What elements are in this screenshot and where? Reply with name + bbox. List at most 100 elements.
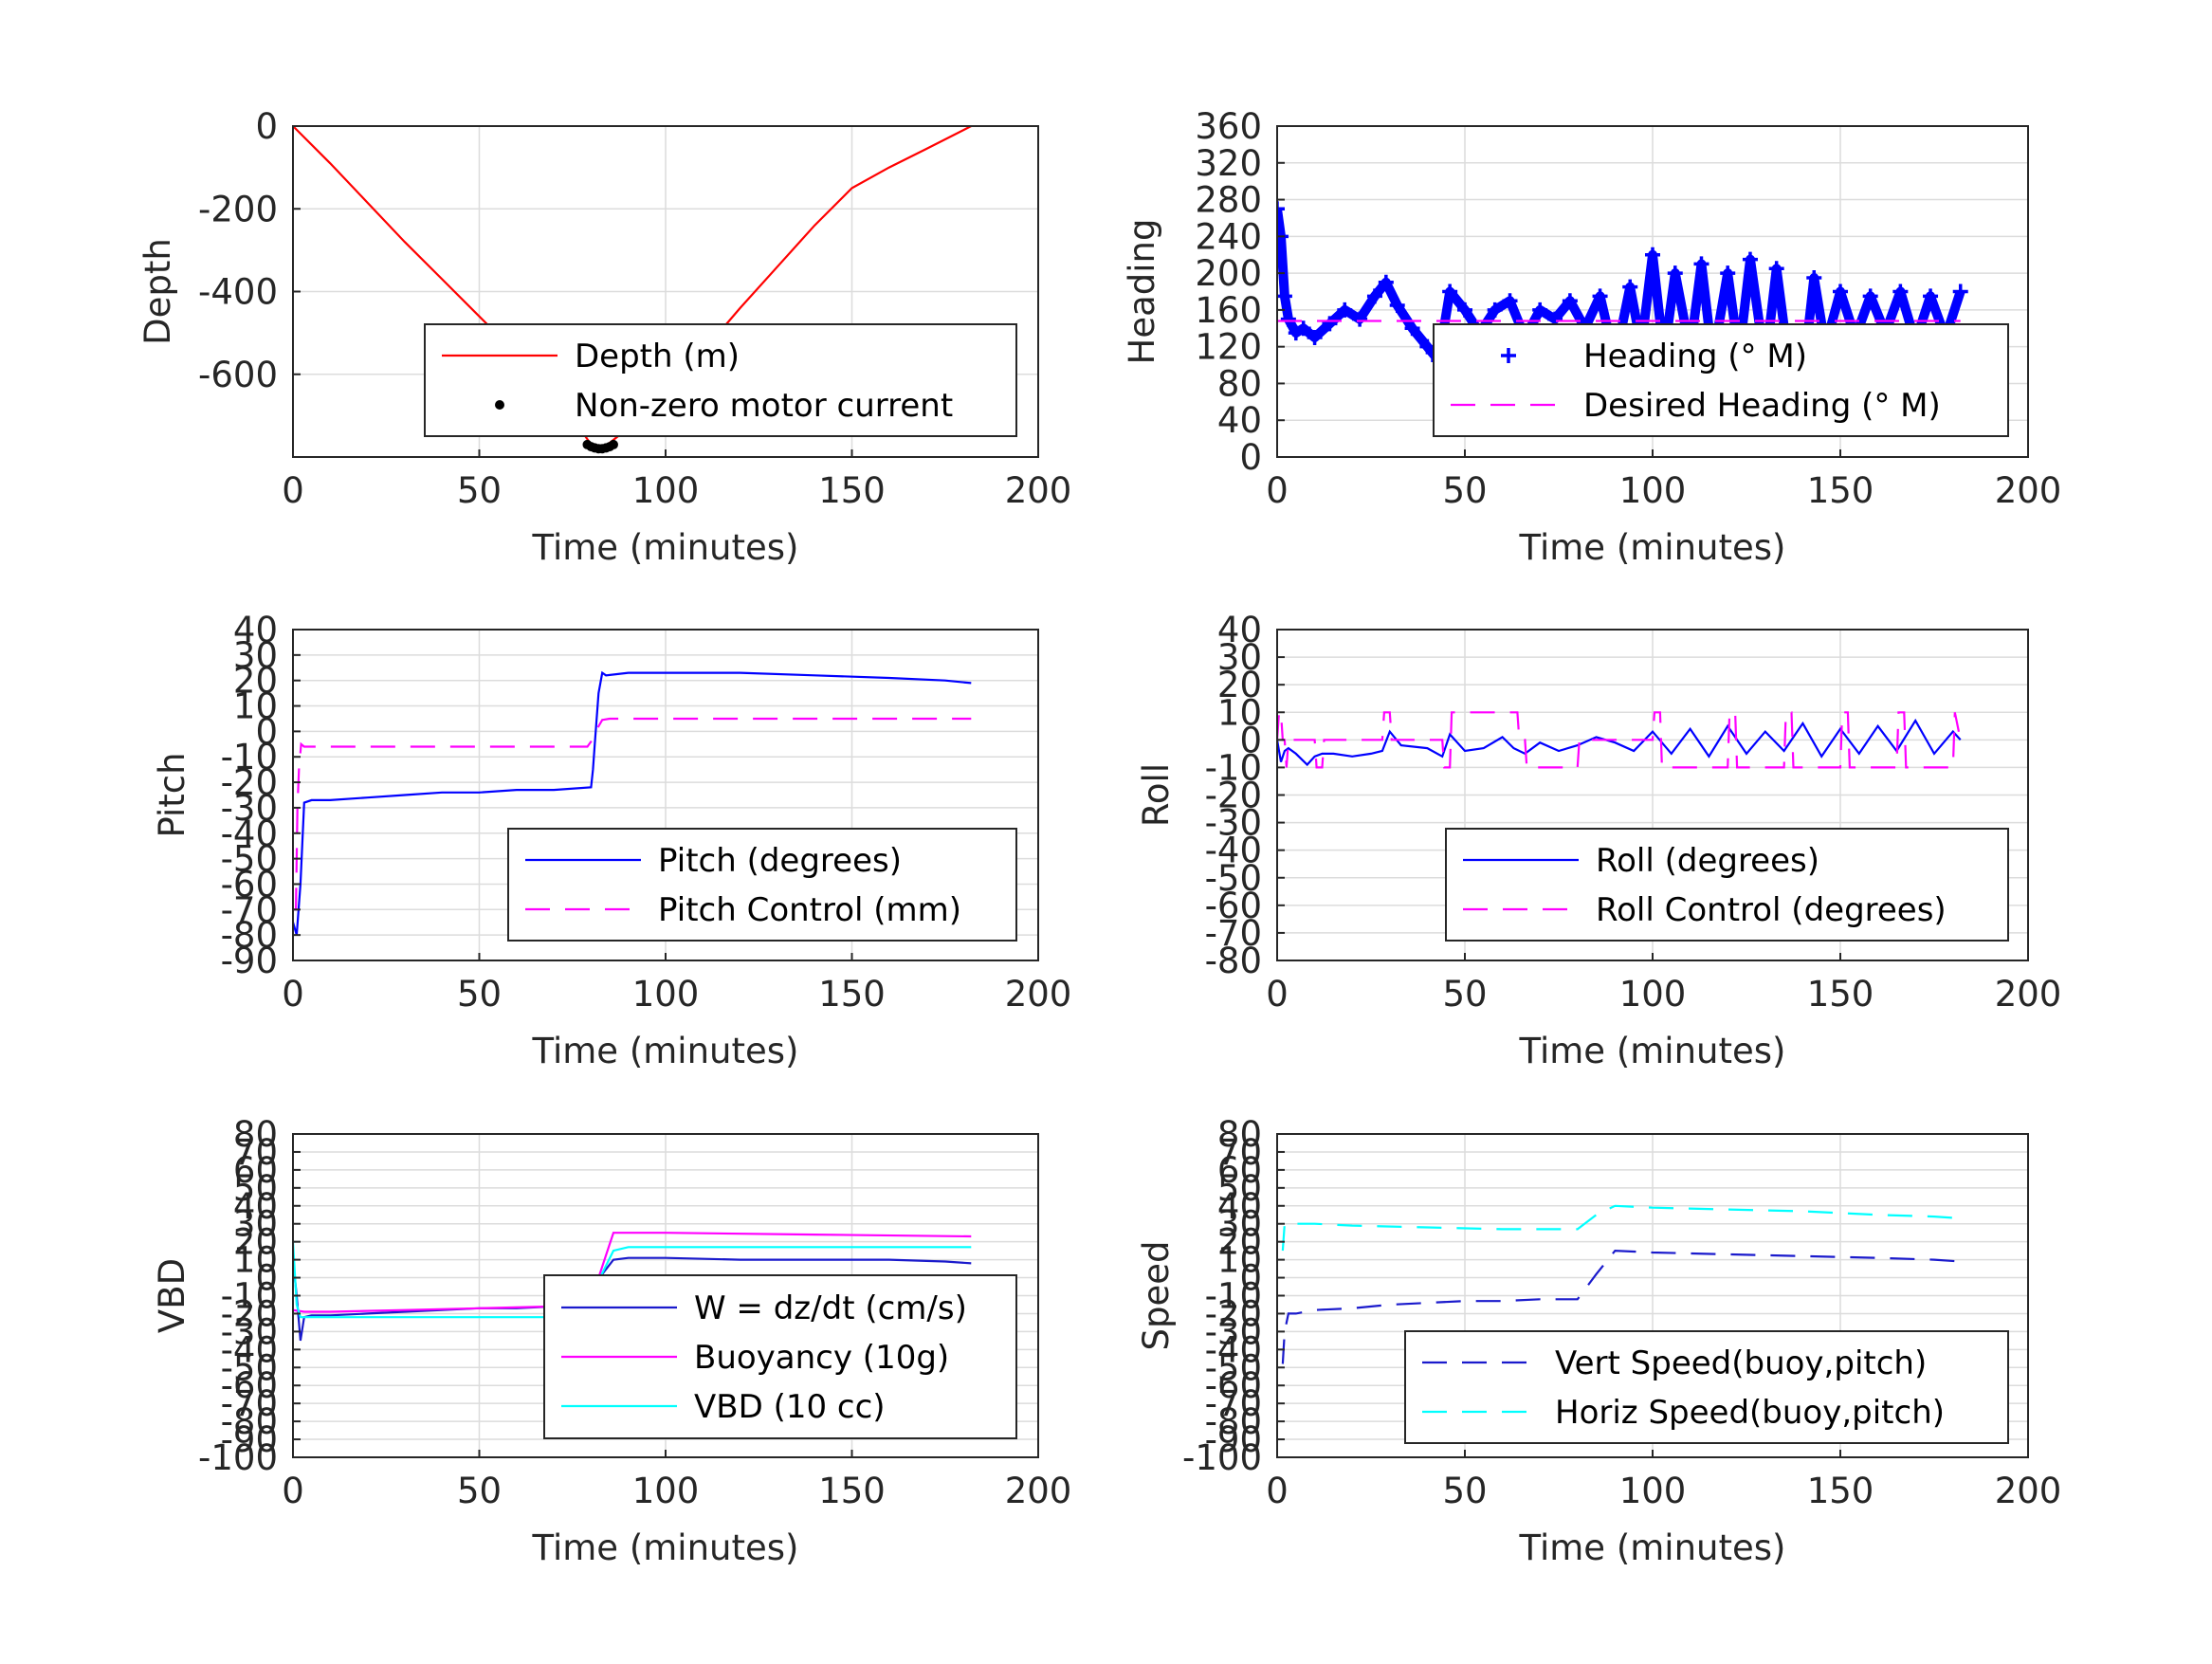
vbd-ytick-label: 0 <box>255 1258 278 1299</box>
speed-ytick-label: -50 <box>1205 1347 1262 1388</box>
depth-ytick-label: -200 <box>198 189 278 229</box>
speed-xtick-label: 0 <box>1266 1471 1289 1511</box>
vbd-series-2-line <box>293 1241 972 1319</box>
vbd-ytick-label: -70 <box>221 1383 278 1424</box>
heading-xlabel: Time (minutes) <box>1519 527 1786 568</box>
speed-ytick-label: 50 <box>1217 1168 1262 1209</box>
pitch-xtick-label: 200 <box>1005 974 1072 1015</box>
vbd-xtick-label: 150 <box>818 1471 886 1511</box>
pitch-ylabel: Pitch <box>152 752 192 837</box>
heading-ytick-label: 280 <box>1195 180 1262 221</box>
pitch-ytick-label: 20 <box>233 661 278 702</box>
roll-ytick-label: 20 <box>1217 665 1262 705</box>
depth-xlabel: Time (minutes) <box>532 527 799 568</box>
roll-legend: Roll (degrees) Roll Control (degrees) <box>1445 828 2009 942</box>
pitch-xtick-label: 150 <box>818 974 886 1015</box>
vbd-ytick-label: -50 <box>221 1347 278 1388</box>
roll-xtick-label: 50 <box>1442 974 1487 1015</box>
vbd-xtick-label: 0 <box>282 1471 304 1511</box>
speed-series-1-line <box>1281 1204 1961 1252</box>
depth-ytick-label: -600 <box>198 355 278 395</box>
depth-xtick-label: 100 <box>632 470 700 511</box>
speed-ytick-label: -100 <box>1182 1437 1262 1478</box>
depth-xtick-label: 200 <box>1005 470 1072 511</box>
roll-plot-area <box>1277 711 1962 769</box>
vbd-ytick-label: 50 <box>233 1168 278 1209</box>
depth-ylabel: Depth <box>137 238 178 345</box>
roll-legend-label: Roll Control (degrees) <box>1596 891 1947 929</box>
roll-panel: 0 50 100 150 200-80-70-60-50-40-30-20-100102… <box>1136 610 2061 1071</box>
roll-xtick-label: 150 <box>1807 974 1874 1015</box>
depth-legend-swatch <box>495 400 504 410</box>
vbd-ytick-label: 10 <box>233 1240 278 1281</box>
vbd-ytick-label: -90 <box>221 1419 278 1460</box>
speed-ytick-label: -80 <box>1205 1401 1262 1442</box>
speed-legend-label: Horiz Speed(buoy,pitch) <box>1555 1394 1945 1432</box>
speed-legend-box <box>1404 1330 2009 1444</box>
heading-xtick-label: 0 <box>1266 470 1289 511</box>
roll-xlabel: Time (minutes) <box>1519 1031 1786 1071</box>
pitch-xtick-label: 0 <box>282 974 304 1015</box>
pitch-ytick-label: 0 <box>255 711 278 752</box>
roll-legend-box <box>1445 828 2009 942</box>
speed-ytick-label: -60 <box>1205 1365 1262 1406</box>
heading-legend-label: Desired Heading (° M) <box>1583 387 1941 425</box>
heading-legend-box <box>1433 323 2009 437</box>
speed-ytick-label: -70 <box>1205 1383 1262 1424</box>
vbd-ytick-label: 40 <box>233 1186 278 1227</box>
pitch-legend: Pitch (degrees) Pitch Control (mm) <box>507 828 1017 942</box>
heading-xtick-label: 100 <box>1619 470 1687 511</box>
pitch-ytick-label: -30 <box>221 788 278 829</box>
speed-ytick-label: 60 <box>1217 1150 1262 1191</box>
speed-xtick-label: 50 <box>1442 1471 1487 1511</box>
depth-plot-area <box>293 125 972 454</box>
roll-legend-label: Roll (degrees) <box>1596 842 1819 880</box>
vbd-panel: 0 50 100 150 200-100-90-80-70-60-50-40-30-20… <box>152 1114 1071 1568</box>
vbd-xtick-label: 200 <box>1005 1471 1072 1511</box>
pitch-ytick-label: 10 <box>233 686 278 727</box>
speed-ytick-label: 20 <box>1217 1222 1262 1263</box>
vbd-ylabel: VBD <box>152 1258 192 1333</box>
roll-xtick-label: 100 <box>1619 974 1687 1015</box>
roll-ytick-label: -30 <box>1205 803 1262 844</box>
vbd-ytick-label: -40 <box>221 1329 278 1370</box>
speed-ytick-label: 30 <box>1217 1204 1262 1245</box>
pitch-ytick-label: -70 <box>221 889 278 930</box>
vbd-ytick-label: -100 <box>198 1437 278 1478</box>
speed-panel: 0 50 100 150 200-100-90-80-70-60-50-40-30-20… <box>1136 1114 2061 1568</box>
speed-ytick-label: -20 <box>1205 1293 1262 1334</box>
vbd-ytick-label: -30 <box>221 1311 278 1352</box>
pitch-xtick-label: 50 <box>457 974 502 1015</box>
vbd-ytick-label: 20 <box>233 1222 278 1263</box>
vbd-ytick-label: 70 <box>233 1132 278 1173</box>
depth-series-0-line <box>293 125 972 450</box>
vbd-legend: W = dz/dt (cm/s) Buoyancy (10g) VBD (10 cc… <box>543 1274 1017 1439</box>
heading-panel: 0 50 100 150 20004080120160200240280320360Ti… <box>1122 106 2061 568</box>
pitch-ytick-label: -90 <box>221 941 278 981</box>
heading-legend: Heading (° M) Desired Heading (° M) <box>1433 323 2009 437</box>
speed-ytick-label: 0 <box>1239 1258 1262 1299</box>
speed-xtick-label: 150 <box>1807 1471 1874 1511</box>
vbd-ytick-label: -10 <box>221 1276 278 1317</box>
heading-ytick-label: 360 <box>1195 106 1262 147</box>
roll-ytick-label: -80 <box>1205 941 1262 981</box>
vbd-ytick-label: -60 <box>221 1365 278 1406</box>
heading-ytick-label: 160 <box>1195 290 1262 331</box>
speed-ytick-label: -40 <box>1205 1329 1262 1370</box>
speed-xtick-label: 200 <box>1995 1471 2062 1511</box>
roll-series-0-line <box>1277 718 1962 767</box>
pitch-series-0-line <box>293 670 972 936</box>
depth-ytick-label: 0 <box>255 106 278 147</box>
pitch-legend-label: Pitch (degrees) <box>658 842 902 880</box>
vbd-xtick-label: 100 <box>632 1471 700 1511</box>
depth-xtick-label: 0 <box>282 470 304 511</box>
roll-xtick-label: 200 <box>1995 974 2062 1015</box>
speed-ytick-label: 10 <box>1217 1240 1262 1281</box>
speed-legend: Vert Speed(buoy,pitch) Horiz Speed(buoy,p… <box>1404 1330 2009 1444</box>
vbd-ytick-label: 60 <box>233 1150 278 1191</box>
speed-xlabel: Time (minutes) <box>1519 1527 1786 1568</box>
vbd-ytick-label: -80 <box>221 1401 278 1442</box>
roll-ytick-label: -60 <box>1205 886 1262 926</box>
